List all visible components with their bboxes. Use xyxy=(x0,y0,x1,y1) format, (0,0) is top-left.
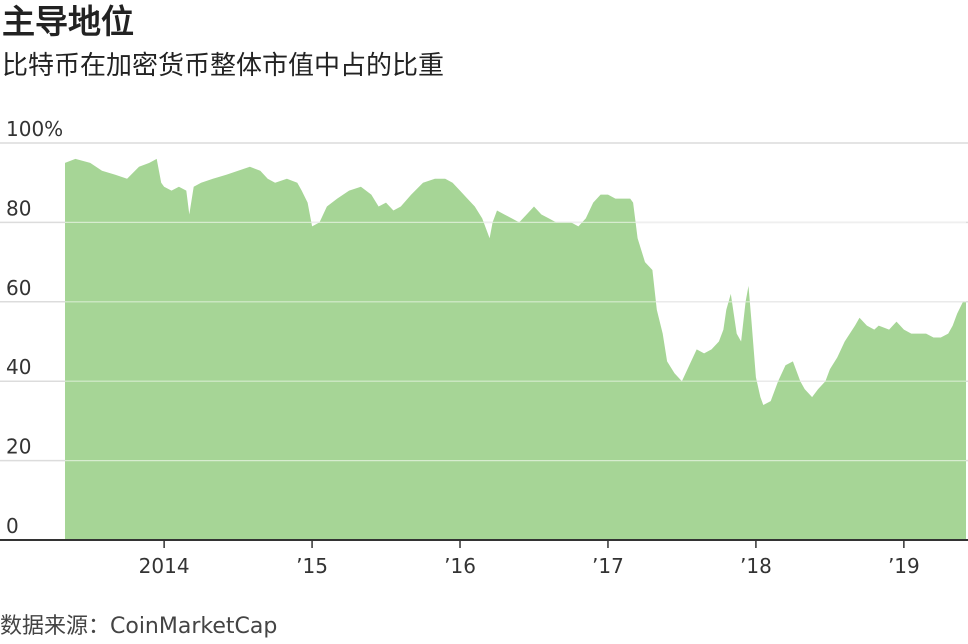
chart-title: 主导地位 xyxy=(2,2,134,41)
y-tick-label: 80 xyxy=(6,196,31,220)
chart-subtitle: 比特币在加密货币整体市值中占的比重 xyxy=(2,51,445,81)
x-tick-label: ’15 xyxy=(296,554,328,578)
y-tick-label: 100% xyxy=(6,117,63,141)
y-tick-label: 60 xyxy=(6,276,31,300)
x-tick-label: ’19 xyxy=(888,554,920,578)
y-tick-labels: 100% 80 60 40 20 0 xyxy=(6,117,63,538)
x-tick-label: ’17 xyxy=(592,554,624,578)
area-chart: 100% 80 60 40 20 0 2014 ’15 ’16 ’17 ’18 ’19 xyxy=(0,117,968,578)
x-tick-labels: 2014 ’15 ’16 ’17 ’18 ’19 xyxy=(139,554,920,578)
y-tick-label: 20 xyxy=(6,435,31,459)
y-tick-label: 40 xyxy=(6,355,31,379)
source-note: 数据来源：CoinMarketCap xyxy=(0,614,278,639)
y-tick-label: 0 xyxy=(6,514,19,538)
x-tick-label: ’18 xyxy=(740,554,772,578)
x-tick-label: ’16 xyxy=(444,554,476,578)
x-tick-label: 2014 xyxy=(139,554,190,578)
dominance-area xyxy=(65,158,966,540)
area-series xyxy=(65,158,966,540)
axes xyxy=(0,539,968,548)
